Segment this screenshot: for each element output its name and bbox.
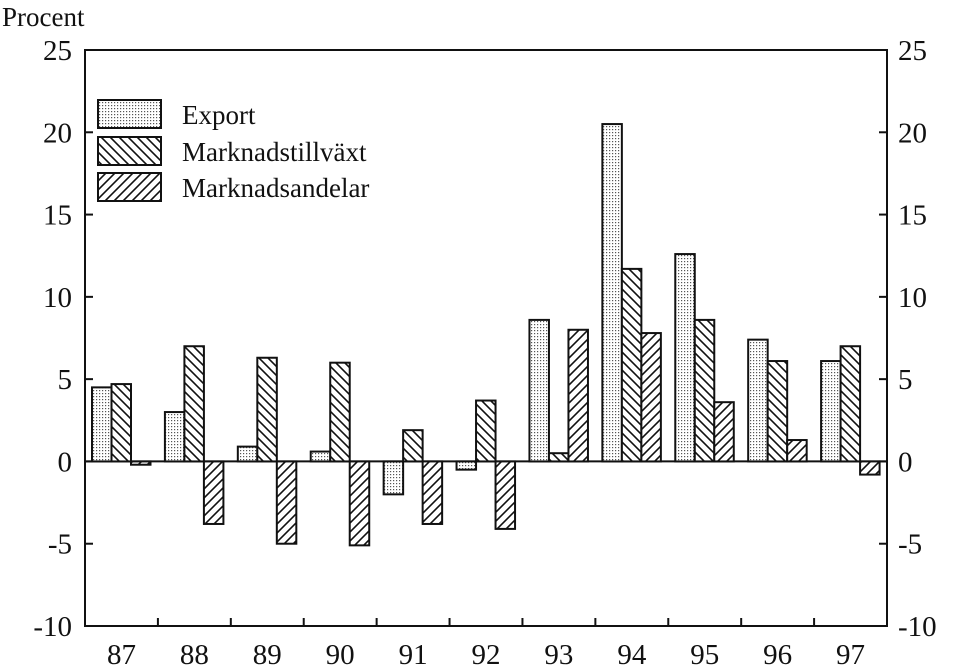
- legend-swatch-export: [97, 99, 162, 129]
- bar-export-87: [91, 386, 113, 463]
- y-tick-label-left: 20: [43, 117, 72, 149]
- y-tick-label-right: 25: [898, 35, 927, 67]
- plot-frame: [84, 49, 888, 627]
- bar-export-95: [674, 253, 696, 463]
- bar-export-90: [309, 450, 332, 463]
- legend-item-marknadsandelar: Marknadsandelar: [97, 172, 369, 203]
- bar-export-96: [747, 338, 769, 463]
- legend-item-export: Export: [97, 99, 256, 130]
- y-tick-label-left: 0: [58, 446, 73, 478]
- bar-marknadstillv-xt-96: [766, 360, 789, 463]
- bar-export-97: [820, 360, 842, 463]
- bar-marknadstillv-xt-93: [547, 452, 570, 463]
- bar-marknadsandelar-96: [786, 439, 808, 463]
- y-tick-label-left: 5: [58, 364, 73, 396]
- bar-marknadsandelar-95: [713, 401, 735, 463]
- bar-marknadstillv-xt-97: [839, 345, 862, 463]
- bar-export-92: [455, 460, 478, 471]
- y-tick-label-left: 10: [43, 282, 72, 314]
- y-axis-unit-label: Procent: [2, 2, 85, 32]
- legend-label-export: Export: [182, 100, 256, 130]
- bar-export-88: [163, 411, 186, 463]
- legend-label-marknadsandelar: Marknadsandelar: [182, 173, 369, 203]
- x-tick-label: 90: [326, 639, 355, 667]
- bar-marknadsandelar-91: [421, 460, 444, 525]
- y-tick-label-right: 0: [898, 446, 913, 478]
- x-tick-label: 95: [690, 639, 719, 667]
- bar-marknadstillv-xt-92: [475, 399, 497, 463]
- y-tick-label-right: -10: [898, 611, 937, 643]
- y-axis-left: 25 20 15 10 5 0 -5 -10: [33, 35, 93, 643]
- bar-marknadstillv-xt-91: [402, 429, 424, 463]
- x-tick-label: 87: [107, 639, 136, 667]
- bar-marknadstillv-xt-89: [256, 356, 278, 463]
- y-axis-right: 25 20 15 10 5 0 -5 -10: [879, 35, 937, 643]
- bar-marknadstillv-xt-87: [110, 383, 132, 463]
- bar-marknadstillv-xt-95: [693, 318, 716, 463]
- legend-swatch-marknadstillvaxt: [97, 136, 162, 166]
- bar-marknadsandelar-93: [567, 328, 589, 463]
- legend-label-marknadstillvaxt: Marknadstillväxt: [182, 137, 367, 167]
- bar-export-89: [236, 445, 259, 463]
- x-tick-label: 94: [617, 639, 647, 667]
- x-tick-label: 89: [253, 639, 282, 667]
- x-tick-label: 96: [763, 639, 792, 667]
- bar-marknadstillv-xt-88: [183, 345, 205, 463]
- bar-marknadsandelar-88: [202, 460, 225, 525]
- bar-marknadsandelar-90: [348, 460, 371, 547]
- bar-marknadsandelar-97: [859, 460, 881, 476]
- y-tick-label-right: 20: [898, 117, 927, 149]
- y-tick-label-right: 15: [898, 200, 927, 232]
- y-tick-label-right: 10: [898, 282, 927, 314]
- bar-marknadsandelar-94: [640, 332, 662, 463]
- legend-swatch-marknadsandelar: [97, 172, 162, 202]
- x-axis: 87 88 89 90 91 92 93 94 95 96 97: [107, 618, 865, 667]
- y-tick-label-left: 25: [43, 35, 72, 67]
- bar-export-93: [528, 318, 550, 463]
- bar-marknadsandelar-92: [494, 460, 517, 530]
- x-tick-label: 97: [836, 639, 865, 667]
- bar-marknadsandelar-87: [130, 460, 152, 466]
- x-tick-label: 93: [544, 639, 573, 667]
- bar-export-91: [382, 460, 405, 496]
- x-tick-label: 91: [399, 639, 428, 667]
- bar-marknadstillv-xt-90: [329, 361, 351, 463]
- y-tick-label-right: -5: [898, 529, 922, 561]
- y-tick-label-left: -5: [48, 529, 72, 561]
- bar-marknadstillv-xt-94: [620, 267, 643, 463]
- y-tick-label-right: 5: [898, 364, 913, 396]
- x-tick-label: 88: [180, 639, 209, 667]
- bar-marknadsandelar-89: [275, 460, 298, 545]
- x-tick-label: 92: [472, 639, 501, 667]
- legend-item-marknadstillvaxt: Marknadstillväxt: [97, 136, 367, 167]
- bars: [91, 123, 881, 547]
- y-tick-label-left: -10: [33, 611, 72, 643]
- legend: Export Marknadstillväxt Marknadsandelar: [97, 99, 369, 203]
- bar-export-94: [601, 123, 623, 463]
- y-tick-label-left: 15: [43, 200, 72, 232]
